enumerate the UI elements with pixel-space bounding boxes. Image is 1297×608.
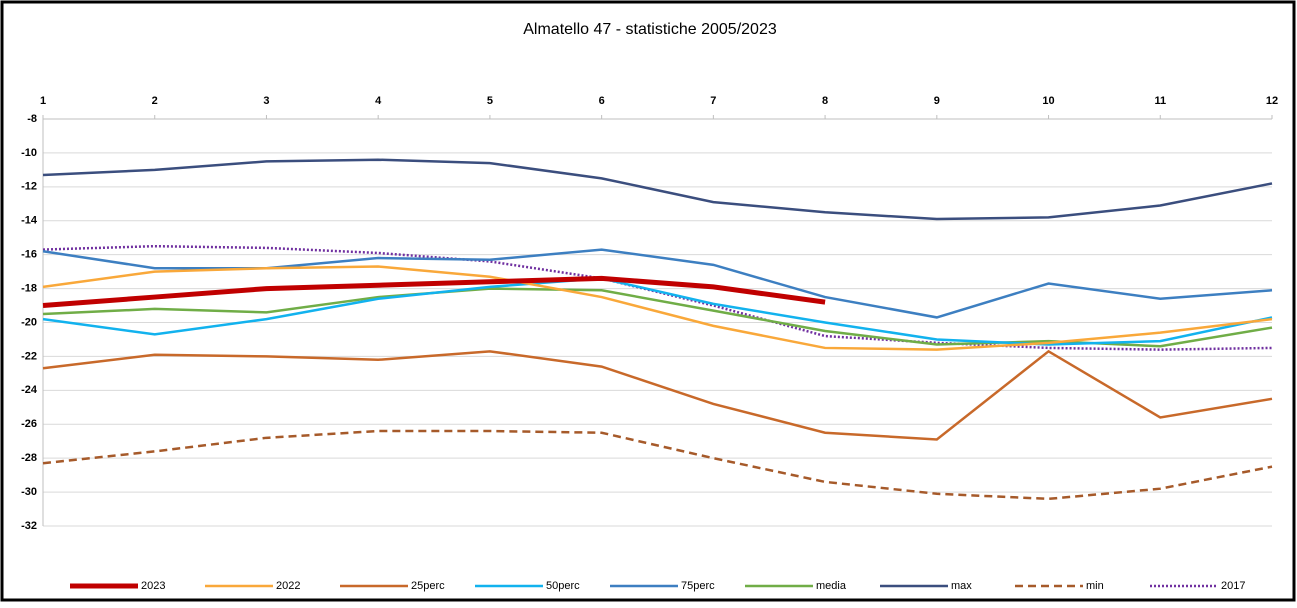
- legend-label: 75perc: [681, 580, 715, 592]
- y-tick-label: -24: [21, 384, 38, 396]
- legend-label: max: [951, 580, 972, 592]
- y-tick-label: -20: [21, 316, 37, 328]
- x-tick-label: 6: [599, 95, 605, 107]
- y-tick-label: -30: [21, 486, 37, 498]
- x-tick-label: 8: [822, 95, 828, 107]
- y-tick-label: -12: [21, 181, 37, 193]
- x-tick-label: 10: [1042, 95, 1054, 107]
- y-tick-label: -16: [21, 249, 37, 261]
- x-tick-label: 9: [934, 95, 940, 107]
- legend-label: 2022: [276, 580, 300, 592]
- chart-title: Almatello 47 - statistiche 2005/2023: [523, 21, 777, 38]
- y-tick-label: -32: [21, 520, 37, 532]
- y-tick-label: -8: [27, 113, 37, 125]
- legend-label: 25perc: [411, 580, 445, 592]
- legend-label: media: [816, 580, 847, 592]
- legend-label: 50perc: [546, 580, 580, 592]
- series-line: [42, 275, 826, 309]
- x-tick-label: 12: [1266, 95, 1278, 107]
- x-tick-label: 3: [263, 95, 269, 107]
- series-line: [42, 349, 1273, 441]
- series-line: [42, 429, 1273, 501]
- legend-label: min: [1086, 580, 1104, 592]
- y-tick-label: -28: [21, 452, 37, 464]
- x-tick-label: 7: [710, 95, 716, 107]
- legend-label: 2017: [1221, 580, 1245, 592]
- x-tick-label: 11: [1154, 95, 1166, 107]
- x-tick-label: 5: [487, 95, 493, 107]
- x-tick-label: 1: [40, 95, 46, 107]
- y-tick-label: -18: [21, 282, 37, 294]
- y-tick-label: -26: [21, 418, 37, 430]
- x-tick-label: 4: [375, 95, 382, 107]
- y-tick-label: -14: [21, 215, 38, 227]
- legend-label: 2023: [141, 580, 165, 592]
- x-tick-label: 2: [152, 95, 158, 107]
- y-tick-label: -10: [21, 147, 37, 159]
- series-line: [42, 277, 1273, 346]
- series-line: [42, 158, 1273, 221]
- y-tick-label: -22: [21, 350, 37, 362]
- series-line: [42, 265, 1273, 351]
